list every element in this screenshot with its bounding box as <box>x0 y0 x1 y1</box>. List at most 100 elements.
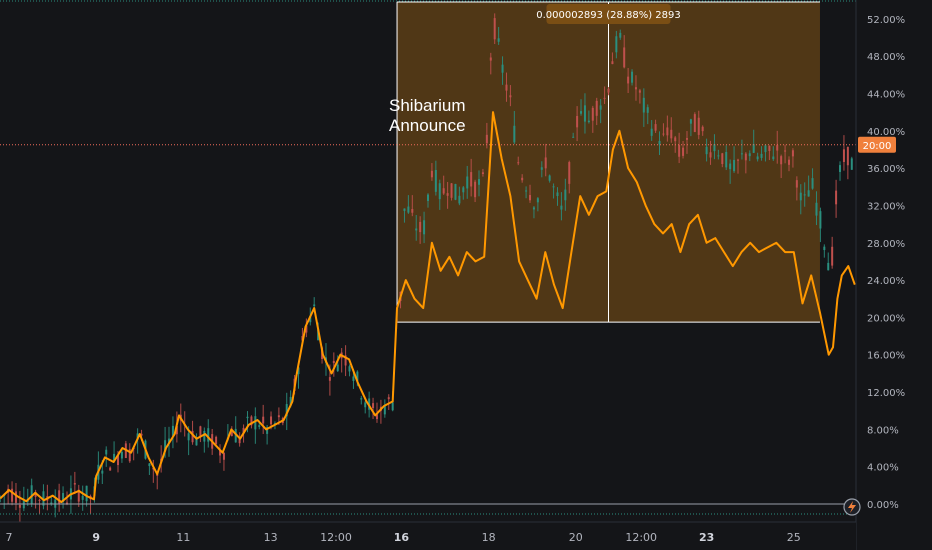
series-line <box>0 111 856 504</box>
candle-body <box>842 149 845 162</box>
candle-body <box>438 183 441 200</box>
candle-body <box>556 192 559 197</box>
x-tick-label: 25 <box>787 531 801 544</box>
candle-body <box>572 136 575 138</box>
x-tick-label: 18 <box>482 531 496 544</box>
candle-body <box>383 405 386 415</box>
candle-body <box>230 431 233 437</box>
y-tick-label: 32.00% <box>867 201 905 212</box>
candle-body <box>505 84 508 91</box>
candle-body <box>850 158 853 170</box>
candle-body <box>254 416 257 430</box>
candle-body <box>34 492 37 497</box>
candle-body <box>784 150 787 152</box>
y-tick-label: 24.00% <box>867 276 905 287</box>
candle-body <box>548 175 551 181</box>
candle-body <box>356 371 359 381</box>
candle-body <box>65 502 68 504</box>
candle-body <box>756 156 759 160</box>
candle-body <box>344 355 347 366</box>
candle-body <box>689 119 692 124</box>
candle-body <box>403 208 406 211</box>
y-axis-panel <box>856 0 932 550</box>
candle-body <box>803 194 806 196</box>
x-tick-label: 12:00 <box>320 531 352 544</box>
candle-body <box>736 159 739 161</box>
candle-body <box>709 152 712 158</box>
candle-body <box>266 426 269 434</box>
candle-body <box>348 366 351 372</box>
candle-body <box>128 449 131 462</box>
candle-body <box>780 156 783 165</box>
candle-body <box>317 329 320 341</box>
x-tick-label: 12:00 <box>625 531 657 544</box>
candle-body <box>525 190 528 192</box>
candle-body <box>203 430 206 442</box>
candle-body <box>776 145 779 151</box>
candle-body <box>595 100 598 116</box>
widgets[interactable] <box>843 498 861 516</box>
candle-body <box>807 190 810 197</box>
candle-body <box>831 246 834 266</box>
candle-body <box>839 165 842 172</box>
candle-body <box>285 404 288 417</box>
candle-body <box>646 107 649 113</box>
lightning-icon[interactable] <box>843 498 861 516</box>
y-tick-label: 28.00% <box>867 239 905 250</box>
measure-label-box <box>546 4 671 24</box>
reference-lines <box>0 0 856 515</box>
candle-body <box>462 187 465 193</box>
candle-body <box>434 170 437 192</box>
candle-body <box>328 377 331 381</box>
candle-body <box>725 151 728 168</box>
candle-body <box>827 262 830 271</box>
candle-body <box>478 179 481 185</box>
candle-body <box>701 126 704 132</box>
current-value-badge-text: 20:00 <box>863 141 892 152</box>
candle-body <box>631 71 634 83</box>
candle-body <box>603 97 606 99</box>
candle-body <box>77 489 80 502</box>
candle-body <box>313 304 316 307</box>
candle-body <box>682 147 685 156</box>
candle-body <box>242 427 245 434</box>
x-tick-label: 23 <box>699 531 714 544</box>
candle-body <box>466 176 469 189</box>
candle-body <box>352 376 355 381</box>
price-range-measure[interactable]: 0.000002893 (28.88%) 2893 <box>396 1 820 323</box>
x-tick-label: 20 <box>569 531 583 544</box>
candle-body <box>744 153 747 161</box>
candle-body <box>666 127 669 136</box>
y-tick-label: 8.00% <box>867 425 899 436</box>
candle-body <box>42 491 45 506</box>
candle-body <box>627 76 630 84</box>
candle-body <box>199 426 202 437</box>
candle-body <box>238 437 241 444</box>
candle-body <box>430 170 433 178</box>
candle-body <box>407 206 410 213</box>
candle-body <box>101 470 104 474</box>
y-tick-label: 4.00% <box>867 463 899 474</box>
x-axis-panel <box>0 522 856 550</box>
candle-body <box>654 124 657 131</box>
candle-body <box>442 188 445 194</box>
annotation-text-line: Shibarium <box>389 96 466 115</box>
candle-body <box>493 18 496 40</box>
annotation-text-line: Announce <box>389 116 466 135</box>
candle-body <box>717 155 720 157</box>
candle-body <box>360 398 363 400</box>
candle-body <box>372 403 375 409</box>
candle-body <box>619 32 622 38</box>
candle-body <box>634 87 637 90</box>
candle-body <box>364 402 367 408</box>
candle-body <box>819 211 822 229</box>
candle-body <box>215 436 218 445</box>
x-tick-label: 16 <box>394 531 410 544</box>
candle-body <box>760 153 763 158</box>
candle-body <box>474 181 477 198</box>
candle-body <box>733 159 736 172</box>
candle-body <box>62 493 65 503</box>
orange-line-series <box>0 111 856 504</box>
candle-body <box>277 415 280 418</box>
